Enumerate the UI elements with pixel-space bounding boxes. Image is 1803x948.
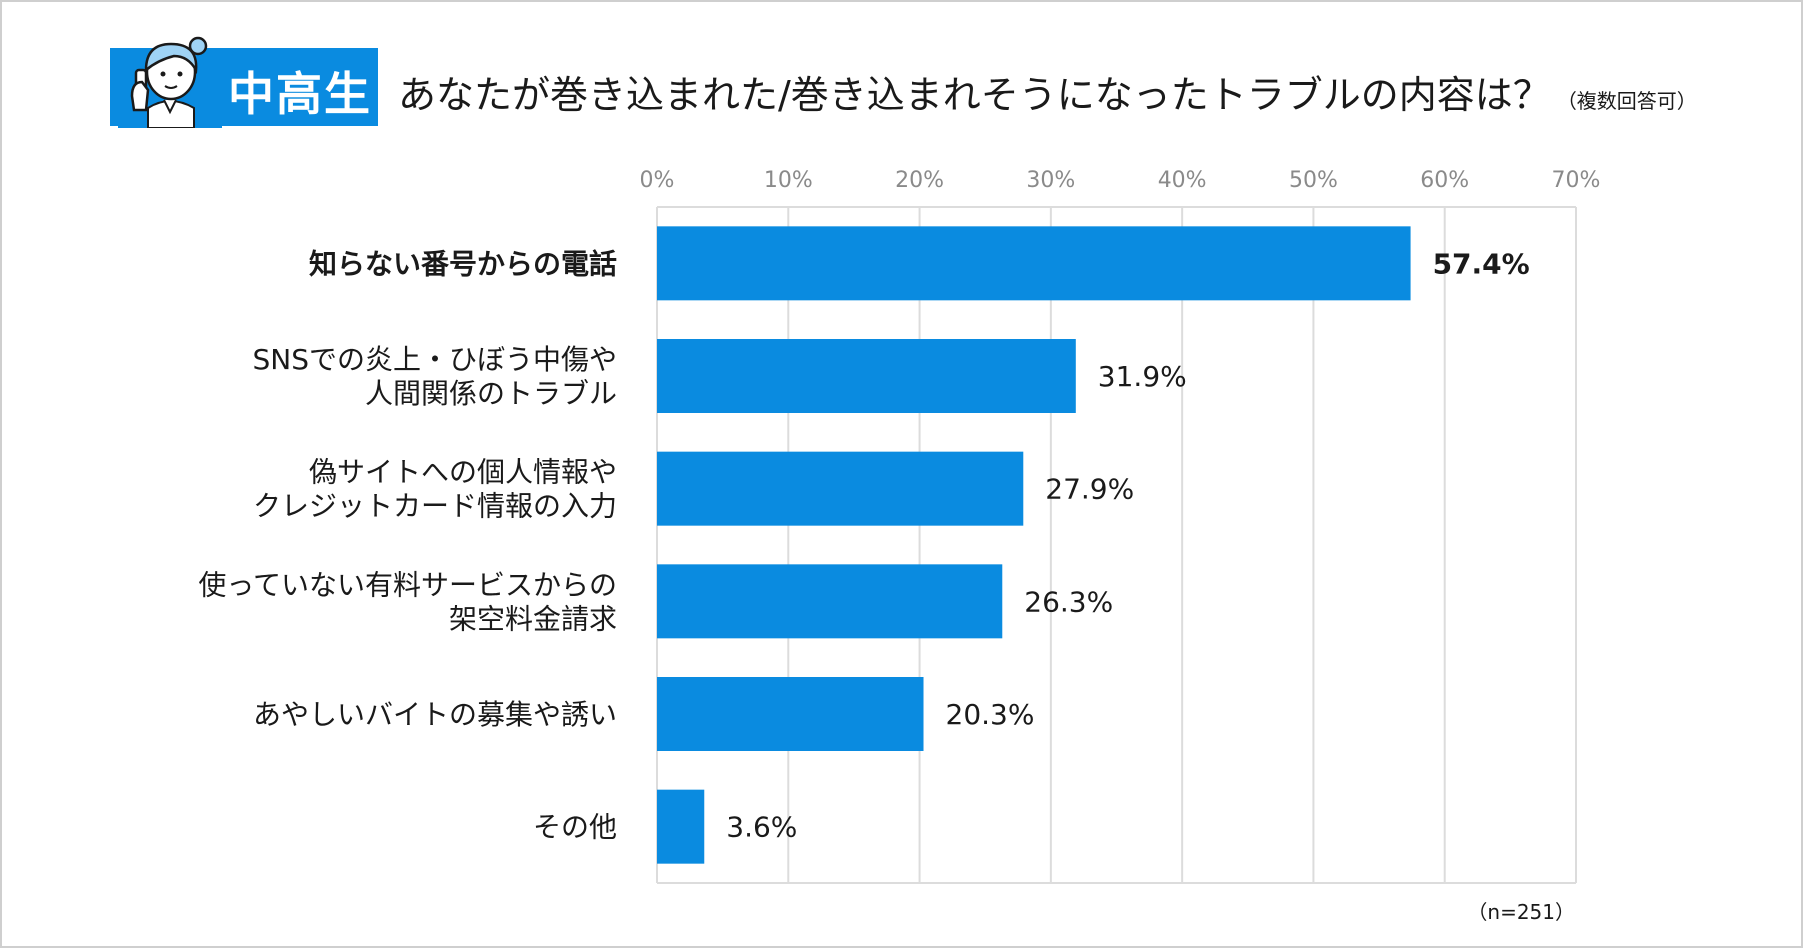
bar bbox=[657, 564, 1003, 639]
data-label: 27.9% bbox=[1045, 473, 1134, 506]
badge-label: 中高生 bbox=[228, 67, 372, 121]
x-tick-label: 0% bbox=[640, 168, 675, 193]
bar bbox=[657, 451, 1024, 526]
category-label: 偽サイトへの個人情報や bbox=[309, 456, 617, 489]
category-label: その他 bbox=[533, 811, 617, 844]
bar bbox=[657, 677, 924, 751]
student-avatar bbox=[118, 36, 222, 128]
bar bbox=[657, 339, 1076, 413]
x-tick-label: 40% bbox=[1158, 168, 1207, 193]
data-label: 20.3% bbox=[946, 698, 1035, 731]
data-label: 57.4% bbox=[1433, 247, 1530, 280]
x-tick-label: 30% bbox=[1026, 168, 1075, 193]
x-tick-label: 10% bbox=[764, 168, 813, 193]
data-label: 3.6% bbox=[726, 811, 797, 844]
category-label: 使っていない有料サービスからの bbox=[198, 568, 617, 601]
category-label: あやしいバイトの募集や誘い bbox=[253, 698, 617, 731]
category-label: SNSでの炎上・ひぼう中傷や bbox=[253, 343, 618, 376]
sample-size-note: （n=251） bbox=[1467, 900, 1575, 924]
category-label: クレジットカード情報の入力 bbox=[253, 490, 617, 523]
x-tick-label: 70% bbox=[1552, 168, 1601, 193]
bar bbox=[657, 226, 1411, 301]
chart-title-note: （複数回答可） bbox=[1556, 89, 1697, 113]
bar bbox=[657, 789, 705, 864]
x-tick-label: 20% bbox=[895, 168, 944, 193]
data-label: 26.3% bbox=[1024, 585, 1113, 618]
x-tick-label: 60% bbox=[1420, 168, 1469, 193]
category-label: 人間関係のトラブル bbox=[365, 377, 617, 410]
category-label: 知らない番号からの電話 bbox=[309, 247, 617, 280]
data-label: 31.9% bbox=[1098, 360, 1187, 393]
x-tick-label: 50% bbox=[1289, 168, 1338, 193]
chart-title-text: あなたが巻き込まれた/巻き込まれそうになったトラブルの内容は？ bbox=[398, 73, 1551, 117]
category-label: 架空料金請求 bbox=[449, 602, 617, 635]
chart-title: あなたが巻き込まれた/巻き込まれそうになったトラブルの内容は？ （複数回答可） bbox=[398, 64, 1697, 119]
